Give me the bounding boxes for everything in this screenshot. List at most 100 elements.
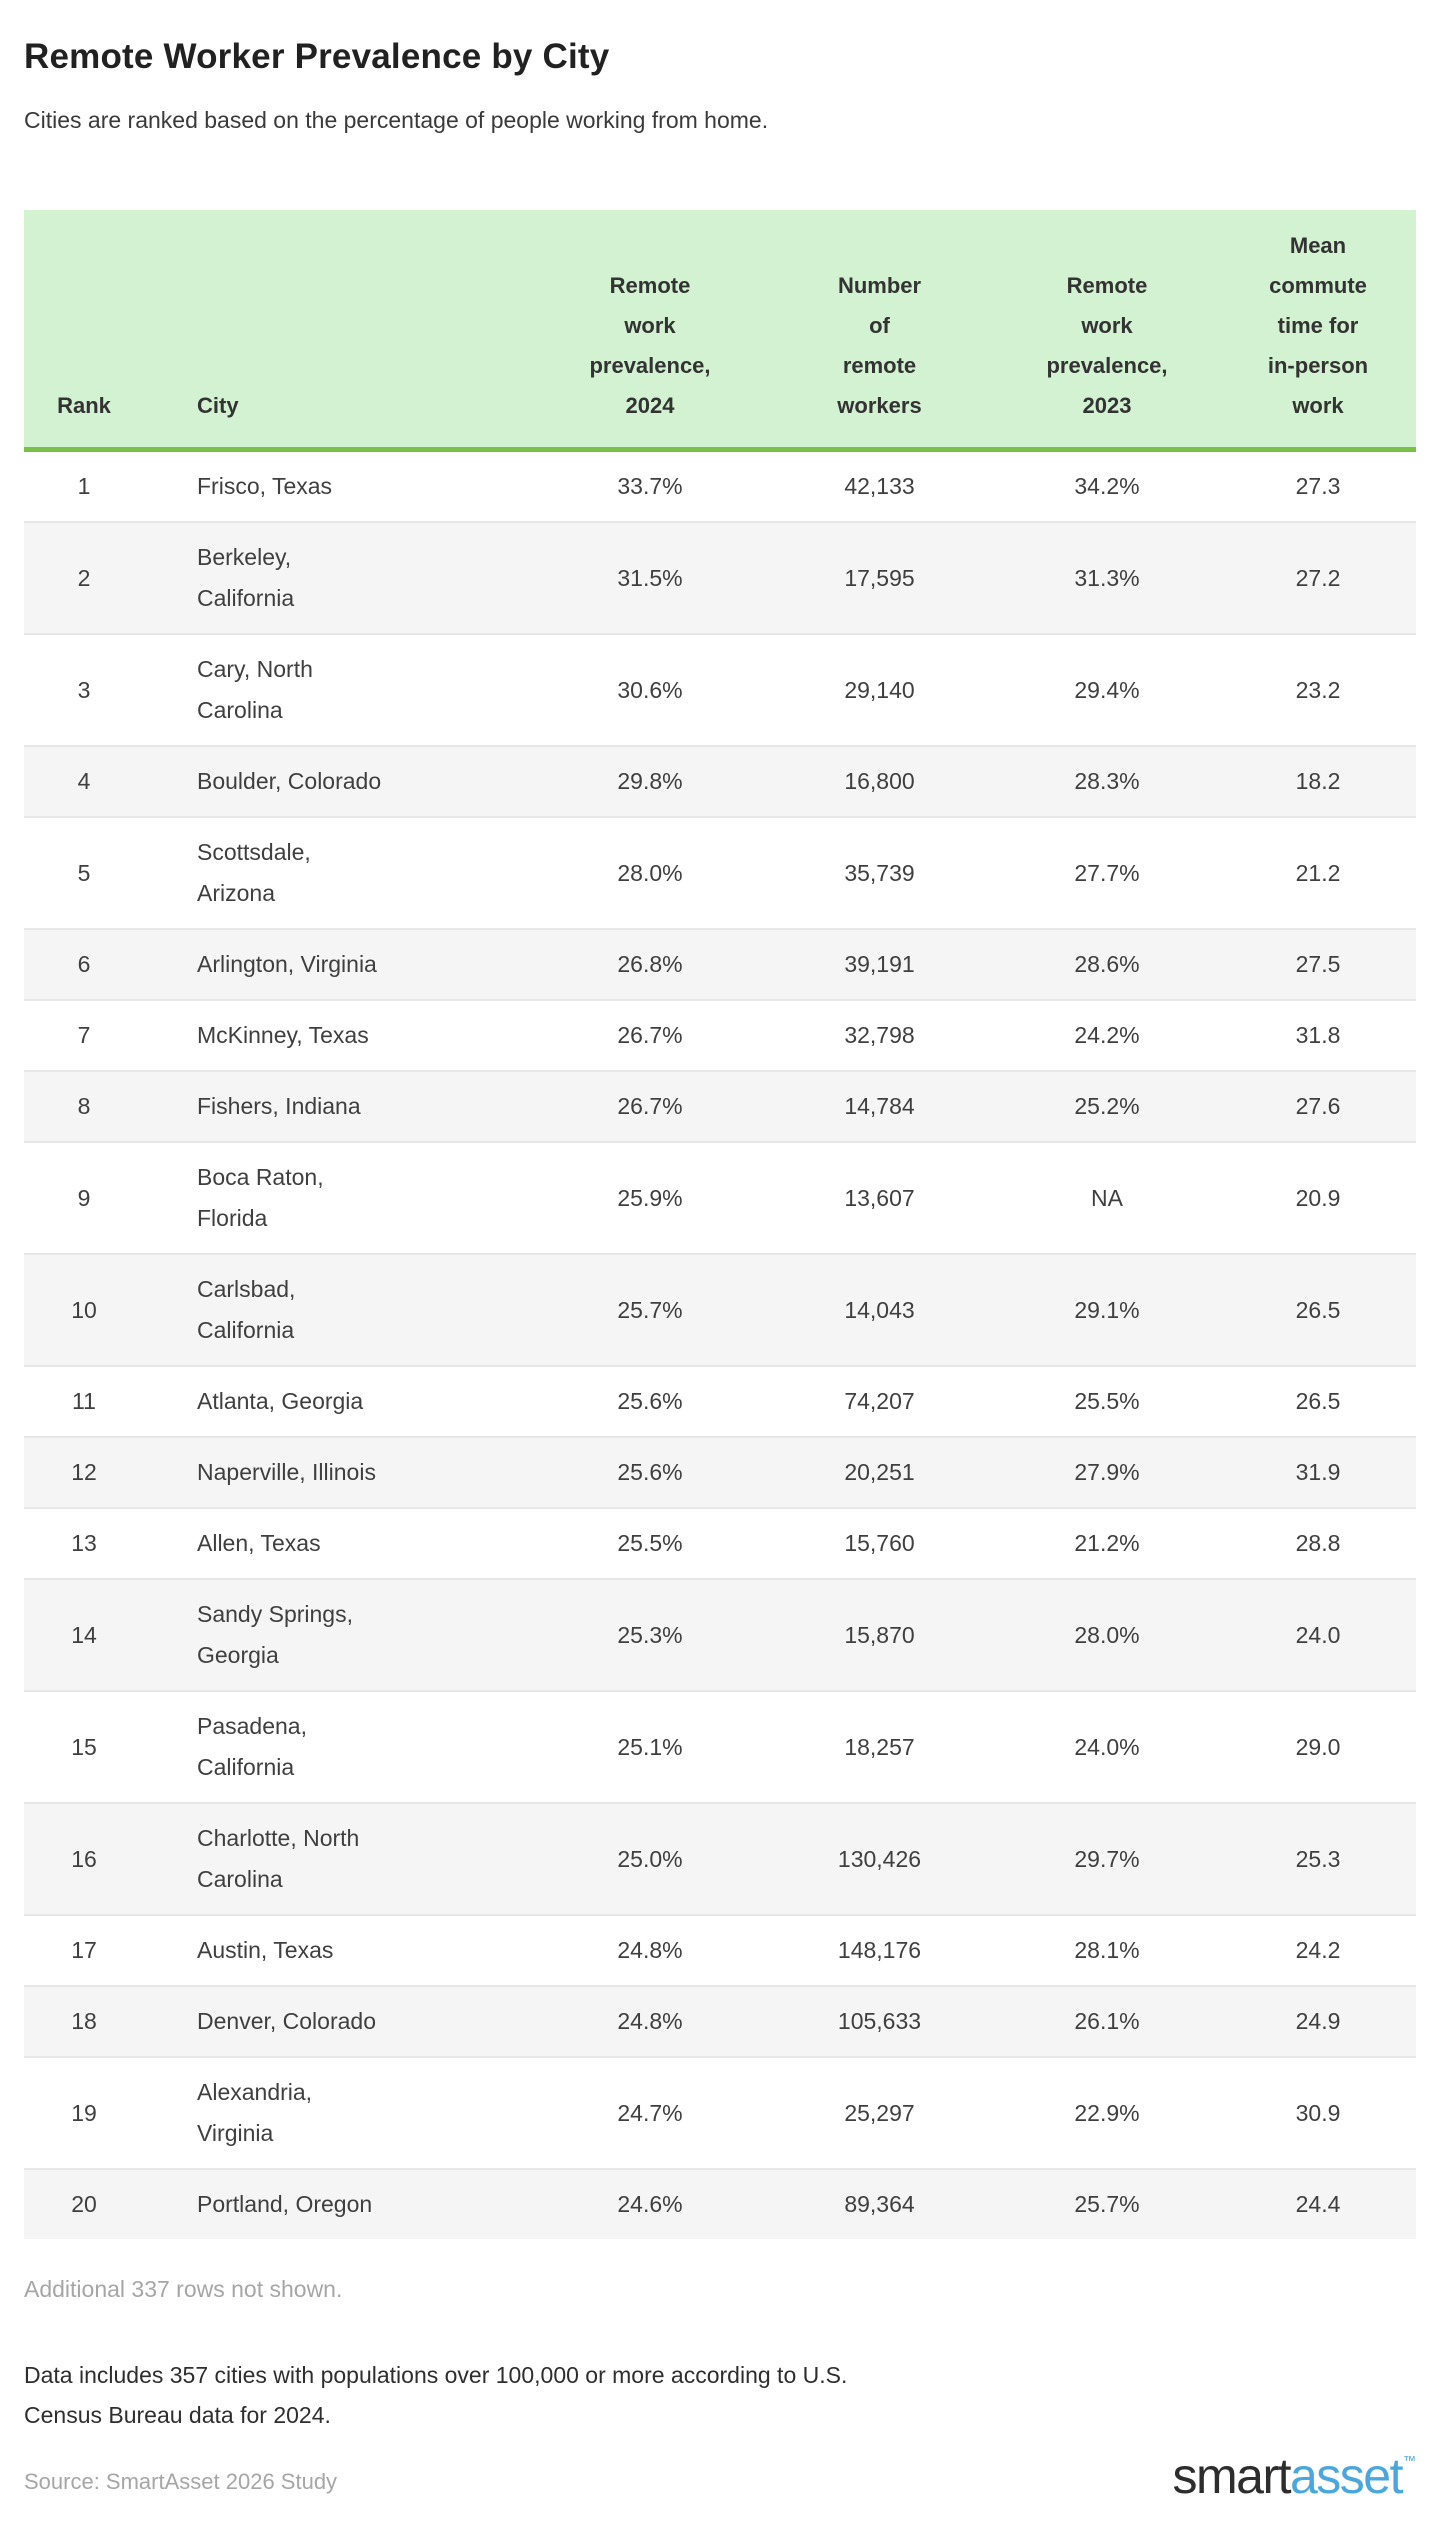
prevalence-2024-cell: 25.5% (535, 1507, 765, 1579)
prevalence-2023-cell: 24.2% (994, 999, 1220, 1071)
commute-time-cell: 28.8 (1220, 1507, 1416, 1579)
prevalence-2024-cell: 25.1% (535, 1690, 765, 1803)
prevalence-2024-cell: 25.9% (535, 1141, 765, 1254)
table-row: 18 Denver, Colorado 24.8% 105,633 26.1% … (24, 1985, 1416, 2057)
rank-cell: 20 (24, 2168, 144, 2239)
prevalence-2024-cell: 26.7% (535, 999, 765, 1071)
rank-cell: 13 (24, 1507, 144, 1579)
prevalence-2023-cell: 29.7% (994, 1802, 1220, 1915)
remote-workers-cell: 15,870 (765, 1578, 994, 1691)
prevalence-2024-cell: 33.7% (535, 449, 765, 522)
remote-workers-cell: 16,800 (765, 745, 994, 817)
city-cell: Pasadena, California (144, 1690, 535, 1803)
rank-cell: 7 (24, 999, 144, 1071)
prevalence-2023-cell: 24.0% (994, 1690, 1220, 1803)
table-body: 1 Frisco, Texas 33.7% 42,133 34.2% 27.3 … (24, 449, 1416, 2239)
city-cell: Alexandria, Virginia (144, 2056, 535, 2169)
remote-workers-cell: 39,191 (765, 928, 994, 1000)
source-note: Source: SmartAsset 2026 Study (24, 2469, 338, 2494)
rank-cell: 3 (24, 633, 144, 746)
remote-workers-cell: 14,043 (765, 1253, 994, 1366)
remote-workers-cell: 32,798 (765, 999, 994, 1071)
remote-workers-cell: 25,297 (765, 2056, 994, 2169)
remote-workers-cell: 20,251 (765, 1436, 994, 1508)
commute-time-cell: 26.5 (1220, 1253, 1416, 1366)
page-subtitle: Cities are ranked based on the percentag… (24, 107, 769, 133)
rank-cell: 15 (24, 1690, 144, 1803)
remote-workers-cell: 148,176 (765, 1914, 994, 1986)
table-row: 3 Cary, North Carolina 30.6% 29,140 29.4… (24, 633, 1416, 746)
commute-time-cell: 21.2 (1220, 816, 1416, 929)
city-cell: Austin, Texas (144, 1914, 535, 1986)
prevalence-2024-cell: 25.0% (535, 1802, 765, 1915)
city-cell: Sandy Springs, Georgia (144, 1578, 535, 1691)
prevalence-2023-cell: 28.0% (994, 1578, 1220, 1691)
city-cell: Berkeley, California (144, 521, 535, 634)
prevalence-2023-cell: 34.2% (994, 449, 1220, 522)
commute-time-cell: 27.6 (1220, 1070, 1416, 1142)
remote-workers-cell: 15,760 (765, 1507, 994, 1579)
prevalence-2024-cell: 24.7% (535, 2056, 765, 2169)
rank-cell: 10 (24, 1253, 144, 1366)
remote-workers-cell: 89,364 (765, 2168, 994, 2239)
commute-time-cell: 26.5 (1220, 1365, 1416, 1437)
table-row: 13 Allen, Texas 25.5% 15,760 21.2% 28.8 (24, 1507, 1416, 1579)
logo-asset-text: asset (1289, 2448, 1404, 2504)
prevalence-2024-cell: 25.6% (535, 1365, 765, 1437)
rank-cell: 12 (24, 1436, 144, 1508)
table-header: Rank City Remote work prevalence, 2024 N… (24, 210, 1416, 452)
table-row: 1 Frisco, Texas 33.7% 42,133 34.2% 27.3 (24, 449, 1416, 522)
remote-workers-cell: 29,140 (765, 633, 994, 746)
rank-cell: 1 (24, 449, 144, 522)
rank-cell: 18 (24, 1985, 144, 2057)
prevalence-2024-cell: 28.0% (535, 816, 765, 929)
prevalence-2024-cell: 30.6% (535, 633, 765, 746)
prevalence-2023-cell: 22.9% (994, 2056, 1220, 2169)
city-cell: Frisco, Texas (144, 449, 535, 522)
rank-cell: 8 (24, 1070, 144, 1142)
table-row: 17 Austin, Texas 24.8% 148,176 28.1% 24.… (24, 1914, 1416, 1986)
table-row: 14 Sandy Springs, Georgia 25.3% 15,870 2… (24, 1578, 1416, 1691)
remote-workers-cell: 14,784 (765, 1070, 994, 1142)
column-header-rank: Rank (24, 210, 144, 452)
city-cell: Arlington, Virginia (144, 928, 535, 1000)
prevalence-2023-cell: 31.3% (994, 521, 1220, 634)
prevalence-2024-cell: 24.8% (535, 1914, 765, 1986)
commute-time-cell: 23.2 (1220, 633, 1416, 746)
prevalence-2024-cell: 24.8% (535, 1985, 765, 2057)
rank-cell: 16 (24, 1802, 144, 1915)
city-cell: Denver, Colorado (144, 1985, 535, 2057)
smartasset-logo: smartasset™ (1172, 2451, 1416, 2501)
commute-time-cell: 31.8 (1220, 999, 1416, 1071)
city-cell: Atlanta, Georgia (144, 1365, 535, 1437)
infographic: Remote Worker Prevalence by City Cities … (0, 34, 1440, 2501)
rankings-table: Rank City Remote work prevalence, 2024 N… (24, 210, 1416, 2239)
remote-workers-cell: 105,633 (765, 1985, 994, 2057)
column-header-commute-time: Mean commute time for in-person work (1220, 210, 1416, 452)
commute-time-cell: 24.0 (1220, 1578, 1416, 1691)
table-row: 15 Pasadena, California 25.1% 18,257 24.… (24, 1690, 1416, 1803)
table-row: 16 Charlotte, North Carolina 25.0% 130,4… (24, 1802, 1416, 1915)
table-row: 19 Alexandria, Virginia 24.7% 25,297 22.… (24, 2056, 1416, 2169)
rank-cell: 11 (24, 1365, 144, 1437)
commute-time-cell: 24.4 (1220, 2168, 1416, 2239)
commute-time-cell: 18.2 (1220, 745, 1416, 817)
prevalence-2023-cell: 25.7% (994, 2168, 1220, 2239)
rank-cell: 9 (24, 1141, 144, 1254)
city-cell: Fishers, Indiana (144, 1070, 535, 1142)
commute-time-cell: 24.2 (1220, 1914, 1416, 1986)
rank-cell: 14 (24, 1578, 144, 1691)
prevalence-2024-cell: 29.8% (535, 745, 765, 817)
city-cell: Cary, North Carolina (144, 633, 535, 746)
table-row: 12 Naperville, Illinois 25.6% 20,251 27.… (24, 1436, 1416, 1508)
table-row: 9 Boca Raton, Florida 25.9% 13,607 NA 20… (24, 1141, 1416, 1254)
remote-workers-cell: 13,607 (765, 1141, 994, 1254)
column-header-remote-workers: Number of remote workers (765, 210, 994, 452)
commute-time-cell: 27.3 (1220, 449, 1416, 522)
commute-time-cell: 27.5 (1220, 928, 1416, 1000)
footer: Source: SmartAsset 2026 Study smartasset… (24, 2451, 1416, 2501)
prevalence-2023-cell: 29.4% (994, 633, 1220, 746)
prevalence-2023-cell: 27.9% (994, 1436, 1220, 1508)
prevalence-2024-cell: 25.3% (535, 1578, 765, 1691)
city-cell: Allen, Texas (144, 1507, 535, 1579)
